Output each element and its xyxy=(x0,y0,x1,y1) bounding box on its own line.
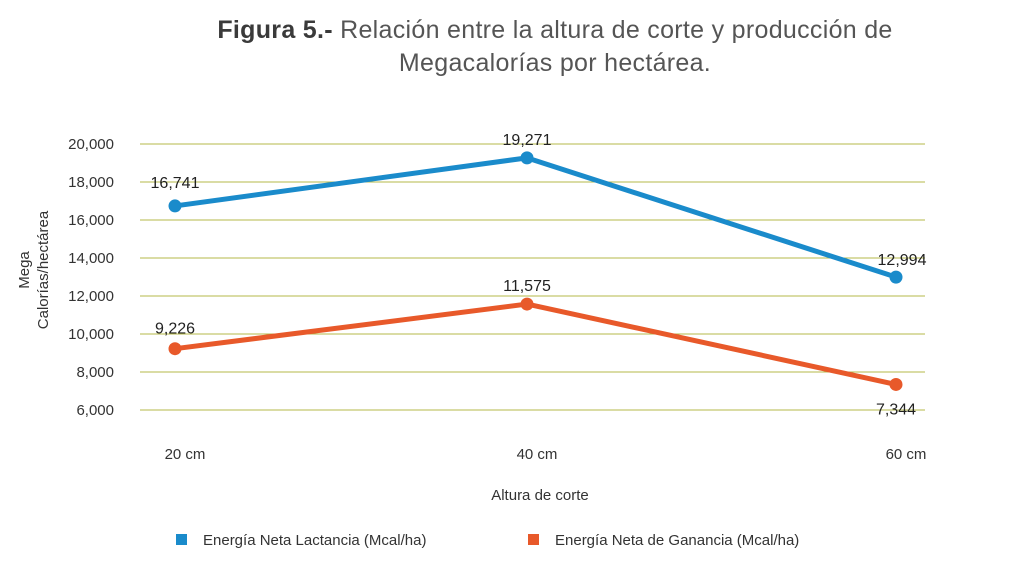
chart-title-lead: Figura 5.- xyxy=(217,16,333,44)
legend-label: Energía Neta de Ganancia (Mcal/ha) xyxy=(555,532,799,549)
data-label: 9,226 xyxy=(155,321,195,338)
series-line xyxy=(172,155,899,280)
legend: Energía Neta Lactancia (Mcal/ha) Energía … xyxy=(176,532,799,549)
series-points xyxy=(168,151,903,391)
x-axis-label: Altura de corte xyxy=(491,487,589,504)
data-point xyxy=(889,377,903,391)
legend-swatch xyxy=(528,534,539,545)
chart-title-line-1: Figura 5.- Relación entre la altura de c… xyxy=(120,14,990,47)
y-tick-label: 16,000 xyxy=(68,212,114,229)
x-tick-label: 60 cm xyxy=(886,446,927,463)
y-tick-labels: 6,000 8,000 10,000 12,000 14,000 16,000 18,000… xyxy=(68,136,114,419)
y-tick-label: 18,000 xyxy=(68,174,114,191)
data-label: 11,575 xyxy=(503,278,551,295)
y-tick-label: 10,000 xyxy=(68,326,114,343)
x-tick-labels: 20 cm 40 cm 60 cm xyxy=(165,446,927,463)
data-point xyxy=(168,199,182,213)
series-lines xyxy=(172,155,899,387)
y-tick-label: 6,000 xyxy=(76,402,114,419)
data-label: 12,994 xyxy=(878,252,927,269)
y-tick-label: 12,000 xyxy=(68,288,114,305)
data-point xyxy=(168,342,182,356)
data-label: 7,344 xyxy=(876,401,916,418)
data-labels: 16,741 19,271 12,994 9,226 11,575 7,344 xyxy=(151,132,927,419)
chart-title-line-2: Megacalorías por hectárea. xyxy=(398,49,712,77)
x-tick-label: 20 cm xyxy=(165,446,206,463)
y-tick-label: 8,000 xyxy=(76,364,114,381)
data-label: 19,271 xyxy=(503,132,552,149)
y-tick-label: 14,000 xyxy=(68,250,114,267)
y-tick-label: 20,000 xyxy=(68,136,114,153)
legend-label: Energía Neta Lactancia (Mcal/ha) xyxy=(203,532,426,549)
y-axis-label-line-1: Mega xyxy=(16,251,33,289)
chart-title-rest: Relación entre la altura de corte y prod… xyxy=(340,16,893,44)
x-tick-label: 40 cm xyxy=(517,446,558,463)
data-point xyxy=(520,297,534,311)
data-point xyxy=(520,151,534,165)
data-point xyxy=(889,270,903,284)
y-axis-label-line-2: Calorías/hectárea xyxy=(35,210,52,329)
chart-title: Figura 5.- Relación entre la altura de c… xyxy=(120,14,990,80)
data-label: 16,741 xyxy=(151,175,200,192)
legend-swatch xyxy=(176,534,187,545)
gridlines xyxy=(140,143,925,411)
